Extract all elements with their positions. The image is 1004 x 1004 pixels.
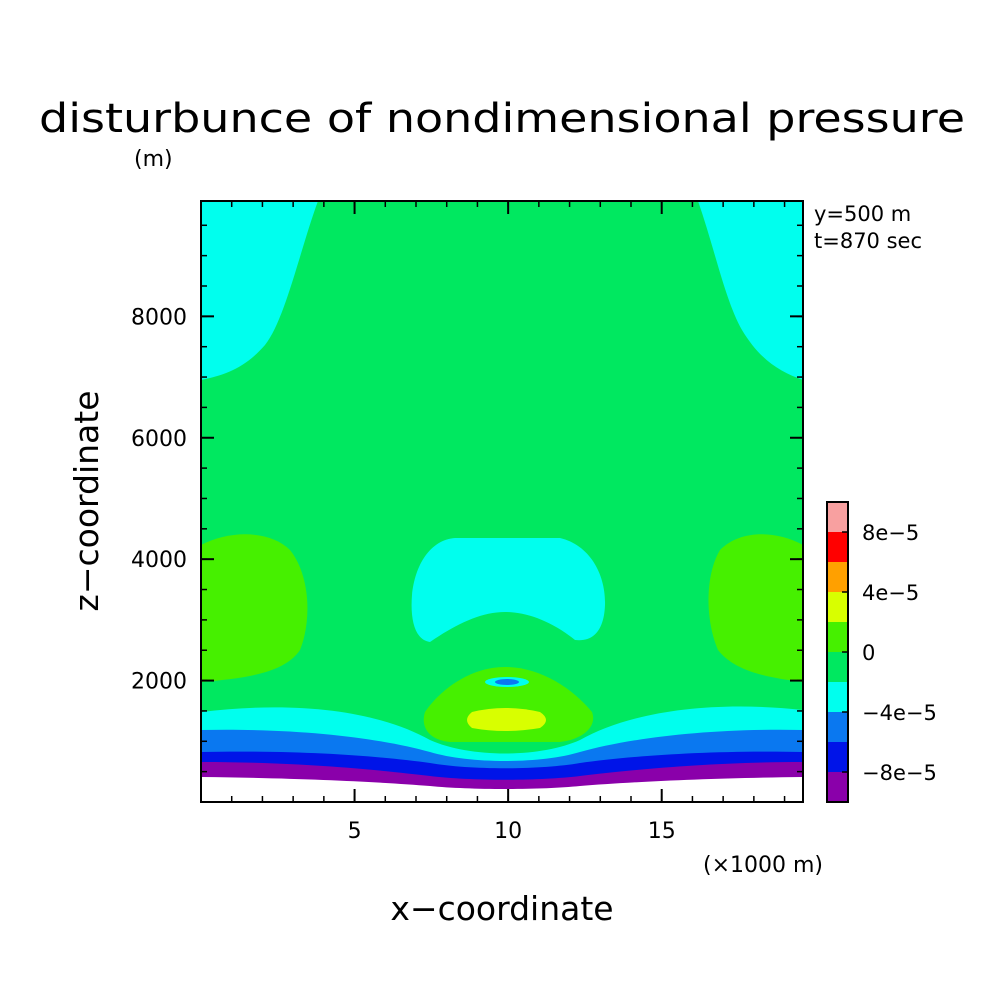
y-tick-label: 2000 — [131, 670, 187, 695]
info-line-t: t=870 sec — [814, 229, 922, 253]
colorbar-tick-label: −8e−5 — [862, 761, 937, 785]
colorbar-swatch — [827, 682, 848, 712]
colorbar-swatch — [827, 562, 848, 592]
x-tick-label: 15 — [648, 819, 676, 844]
contour-lower-center — [423, 667, 594, 742]
contour-field — [201, 201, 803, 802]
axis-ticks — [201, 201, 803, 802]
info-line-y: y=500 m — [814, 202, 911, 226]
axis-tick-labels: 5 10 15 2000 4000 6000 8000 — [131, 305, 676, 844]
x-axis-label: x−coordinate — [390, 889, 613, 928]
plot-frame — [200, 200, 804, 803]
colorbar-swatch — [827, 622, 848, 652]
chart-title: disturbunce of nondimensional pressure — [39, 96, 965, 142]
colorbar-tick-label: −4e−5 — [862, 701, 937, 725]
contour-center-spot-core — [495, 679, 519, 685]
x-unit-label: (×1000 m) — [703, 853, 823, 878]
y-axis-label: z−coordinate — [67, 391, 106, 612]
contour-below-range — [201, 777, 803, 802]
colorbar-tick-label: 0 — [862, 641, 875, 665]
x-tick-label: 10 — [494, 819, 522, 844]
colorbar-swatch — [827, 592, 848, 622]
colorbar-swatch — [827, 652, 848, 682]
colorbar-tick-label: 8e−5 — [862, 521, 919, 545]
colorbar-tick-label: 4e−5 — [862, 581, 919, 605]
contour-mid-left — [201, 534, 308, 682]
contour-center-cap — [411, 538, 606, 642]
y-tick-label: 6000 — [131, 427, 187, 452]
colorbar-swatch — [827, 712, 848, 742]
x-tick-label: 5 — [348, 819, 362, 844]
colorbar-swatch — [827, 772, 848, 802]
contour-lower-center-core — [467, 708, 546, 731]
colorbar-swatch — [827, 502, 848, 532]
contour-mid-right — [708, 534, 803, 682]
units-label: (m) — [134, 147, 173, 172]
y-tick-label: 8000 — [131, 305, 187, 330]
colorbar-swatch — [827, 742, 848, 772]
contour-upper-left — [201, 201, 318, 380]
contour-upper-right — [698, 201, 803, 380]
colorbar: −8e−5 −4e−5 0 4e−5 8e−5 — [826, 501, 937, 803]
y-tick-label: 4000 — [131, 548, 187, 573]
colorbar-swatch — [827, 532, 848, 562]
